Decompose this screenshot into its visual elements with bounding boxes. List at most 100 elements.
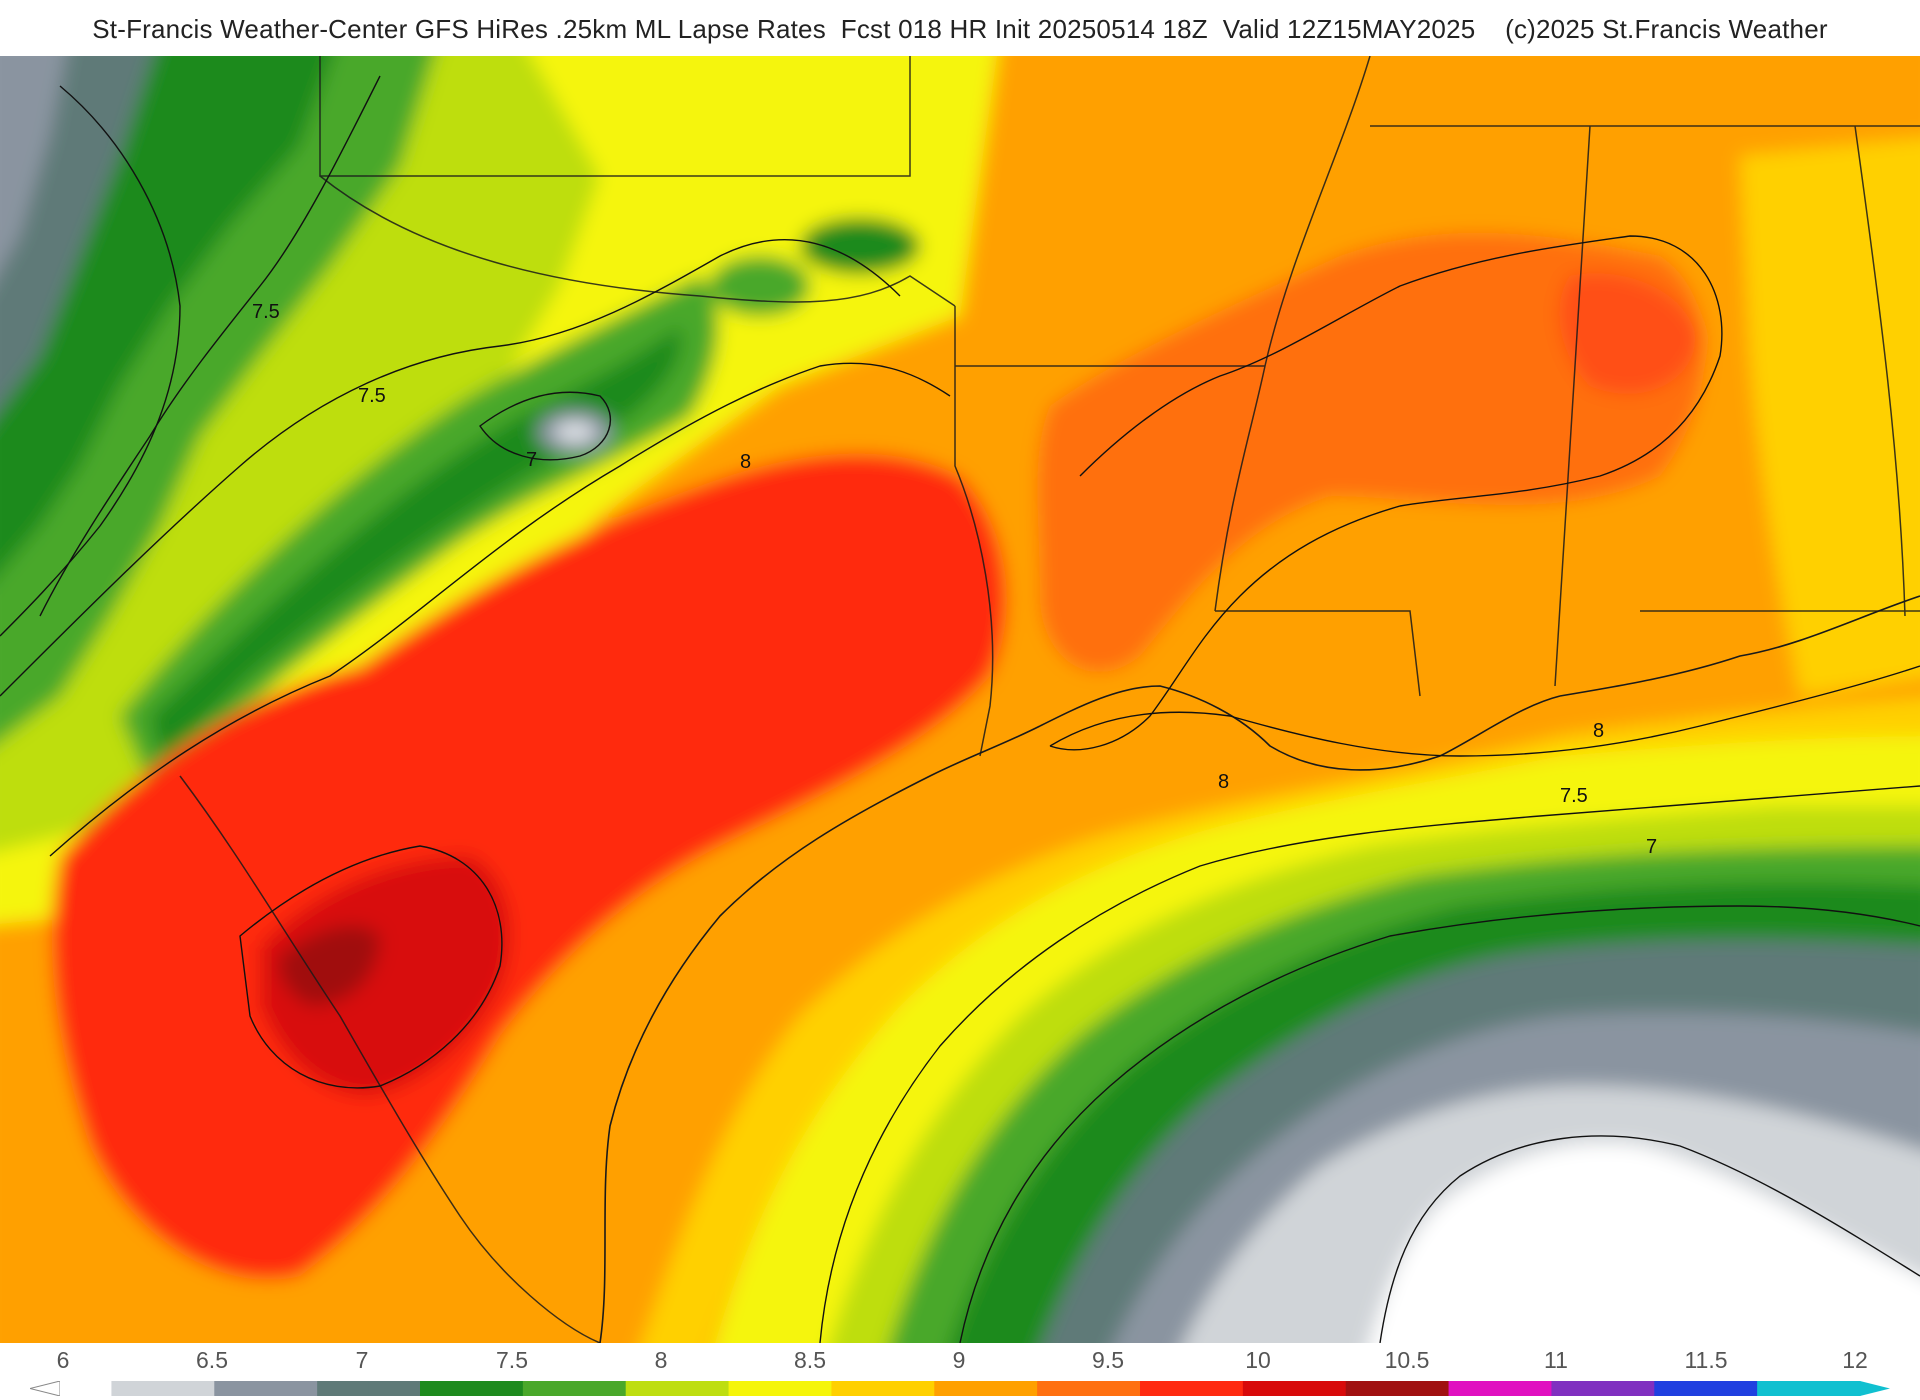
colorbar: [30, 1381, 1890, 1396]
colorbar-cell: [625, 1381, 678, 1396]
scale-tick-label: 11: [1544, 1347, 1568, 1373]
colorbar-cell: [1654, 1381, 1707, 1396]
contour-label: 7: [526, 449, 537, 471]
colorbar-cell: [420, 1381, 472, 1396]
scale-tick-label: 10.5: [1384, 1347, 1430, 1373]
colorbar-cell: [1037, 1381, 1090, 1396]
border-rio-grande: [179, 775, 601, 1343]
field-red-northeast: [1559, 273, 1700, 394]
contour-6-gulf: [1379, 1135, 1920, 1343]
contour-7-gulf: [959, 905, 1920, 1343]
field-north-green-2: [710, 256, 810, 316]
border-oklahoma-north: [319, 56, 911, 177]
colorbar-cell: [162, 1381, 215, 1396]
colorbar-left-arrow: [30, 1381, 61, 1396]
contour-label: 7: [1646, 836, 1657, 858]
colorbar-cell: [317, 1381, 370, 1396]
border-tx-la: [954, 306, 994, 757]
coastline-louisiana: [1039, 685, 1561, 771]
colorbar-cells: [60, 1381, 1861, 1396]
scale-tick-label: 11.5: [1684, 1347, 1728, 1373]
contour-label: 8: [1218, 771, 1229, 793]
contour-8-texas-inner: [239, 845, 503, 1089]
contour-lines: [0, 75, 1920, 1343]
scale-tick-label: 6: [56, 1347, 70, 1373]
colorbar-cell: [60, 1381, 112, 1396]
border-ms-al: [1554, 125, 1591, 687]
colorbar-cell: [265, 1381, 318, 1396]
scale-tick-label: 8: [654, 1347, 668, 1373]
colorbar-cell: [1551, 1381, 1604, 1396]
colorbar-cell: [368, 1381, 421, 1396]
contour-7-central: [479, 391, 611, 461]
header-bar: St-Francis Weather-Center GFS HiRes .25k…: [0, 0, 1920, 56]
field-north-green-1: [800, 218, 920, 274]
contour-8-central: [49, 362, 951, 857]
coastline-texas: [599, 725, 1041, 1343]
border-la-ms-south: [1215, 610, 1421, 697]
contour-8-east: [1049, 235, 1723, 751]
colorbar-cell: [1808, 1381, 1861, 1396]
field-east-dark-orange: [1037, 232, 1705, 673]
lapse-rate-map: 7.5 7.5 7 8 8 8 7.5 7: [0, 56, 1920, 1343]
colorbar-cell: [985, 1381, 1038, 1396]
scale-tick-label: 6.5: [196, 1347, 228, 1373]
colorbar-cell: [1242, 1381, 1295, 1396]
colorbar-cell: [1705, 1381, 1758, 1396]
colorbar-right-arrow: [1860, 1381, 1890, 1396]
colorbar-cell: [1345, 1381, 1398, 1396]
field-darkred-core: [279, 925, 380, 1006]
colorbar-cell: [1294, 1381, 1347, 1396]
contour-7-nw: [0, 85, 181, 637]
contour-label: 7.5: [1560, 785, 1588, 807]
colorbar-cell: [1397, 1381, 1450, 1396]
colorbar-cell: [1602, 1381, 1655, 1396]
contour-labels: 7.5 7.5 7 8 8 8 7.5 7: [252, 301, 1657, 858]
colorbar-cell: [780, 1381, 832, 1396]
contour-label: 8: [1593, 720, 1604, 742]
color-scale: 6 6.5 7 7.5 8 8.5 9 9.5 10 10.5 11 11.5 …: [0, 1343, 1920, 1400]
colorbar-cell: [1757, 1381, 1810, 1396]
colorbar-cell: [1191, 1381, 1244, 1396]
border-red-river: [319, 175, 956, 307]
scale-tick-label: 7: [355, 1347, 369, 1373]
contour-7_5-gulf: [819, 785, 1920, 1343]
scale-tick-label: 12: [1842, 1347, 1868, 1373]
contour-label: 7.5: [252, 301, 280, 323]
map-panel: 7.5 7.5 7 8 8 8 7.5 7: [0, 56, 1920, 1343]
colorbar-cell: [882, 1381, 935, 1396]
coastline-gulf-east: [1559, 595, 1920, 697]
coastline: [599, 595, 1920, 1343]
colorbar-cell: [1140, 1381, 1192, 1396]
scale-tick-label: 9.5: [1092, 1347, 1124, 1373]
colorbar-cell: [934, 1381, 987, 1396]
scale-tick-label: 8.5: [794, 1347, 826, 1373]
field-nw-gray: [0, 56, 66, 271]
scale-tick-label: 7.5: [496, 1347, 528, 1373]
color-fill-field: [0, 56, 1920, 1343]
map-title: St-Francis Weather-Center GFS HiRes .25k…: [92, 14, 1828, 44]
contour-7_5-nw: [39, 75, 381, 617]
contour-8-gulf: [1049, 665, 1920, 757]
colorbar-cell: [1448, 1381, 1501, 1396]
colorbar-cell: [471, 1381, 524, 1396]
field-crimson-core: [260, 856, 510, 1096]
colorbar-cell: [522, 1381, 575, 1396]
contour-7_5-central: [0, 239, 901, 697]
colorbar-cell: [831, 1381, 884, 1396]
contour-label: 8: [740, 451, 751, 473]
colorbar-cell: [574, 1381, 627, 1396]
field-red-core: [51, 453, 1007, 1280]
colorbar-cell: [1500, 1381, 1552, 1396]
colorbar-cell: [677, 1381, 730, 1396]
scale-tick-label: 9: [952, 1347, 966, 1373]
colorbar-cell: [1088, 1381, 1141, 1396]
colorbar-cell: [111, 1381, 164, 1396]
contour-label: 7.5: [358, 385, 386, 407]
scale-tick-label: 10: [1245, 1347, 1271, 1373]
field-small-white-blob: [555, 422, 595, 442]
colorbar-cell: [728, 1381, 781, 1396]
field-gulf-white: [1369, 1143, 1920, 1343]
colorbar-cell: [214, 1381, 267, 1396]
border-al-ga: [1854, 125, 1906, 617]
